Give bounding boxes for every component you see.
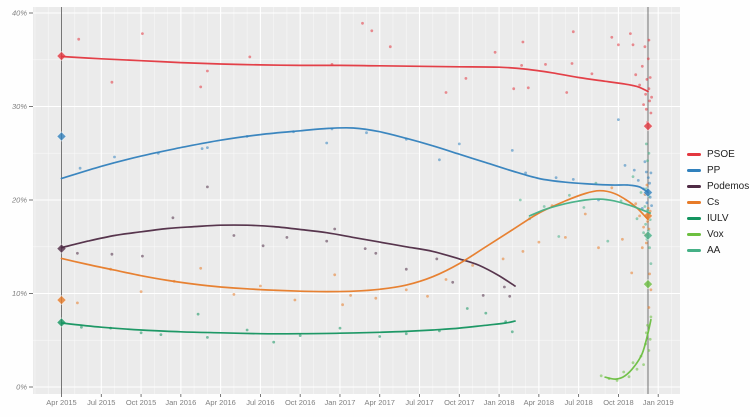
svg-text:20%: 20% bbox=[11, 196, 27, 205]
legend-label-iulv: IULV bbox=[707, 213, 729, 224]
legend-item-psoe: PSOE bbox=[687, 149, 749, 160]
legend-color-swatch-vox bbox=[687, 233, 701, 236]
svg-text:30%: 30% bbox=[12, 102, 27, 111]
svg-text:Jan 2017: Jan 2017 bbox=[325, 398, 356, 407]
poll-points-vox bbox=[599, 315, 653, 382]
svg-text:10%: 10% bbox=[12, 289, 27, 298]
poll-points-psoe bbox=[77, 21, 653, 124]
legend-label-pp: PP bbox=[707, 165, 721, 176]
election-result-pp bbox=[56, 131, 67, 142]
axis-labels: Apr 2015 Jul 2015 Oct 2015 Jan 2016 Apr 2016… bbox=[11, 9, 674, 407]
svg-text:Jan 2018: Jan 2018 bbox=[484, 398, 515, 407]
legend-label-psoe: PSOE bbox=[707, 149, 735, 160]
legend-item-podemos: Podemos bbox=[687, 181, 749, 192]
svg-text:Apr 2015: Apr 2015 bbox=[46, 398, 76, 407]
legend-color-swatch-podemos bbox=[687, 185, 701, 188]
svg-text:Jul 2018: Jul 2018 bbox=[564, 398, 592, 407]
svg-text:Jul 2015: Jul 2015 bbox=[87, 398, 115, 407]
trend-line-vox bbox=[604, 318, 652, 380]
svg-text:Jan 2019: Jan 2019 bbox=[643, 398, 674, 407]
poll-points-podemos bbox=[76, 185, 512, 298]
election-result-vox bbox=[642, 278, 654, 290]
trend-line-cs bbox=[60, 189, 649, 293]
legend-item-aa: AA bbox=[687, 245, 749, 256]
legend-color-swatch-cs bbox=[687, 201, 701, 204]
chart-legend: PSOE PP Podemos Cs IULV Vox AA bbox=[687, 149, 749, 256]
legend-label-vox: Vox bbox=[707, 229, 724, 240]
svg-text:40%: 40% bbox=[12, 9, 27, 18]
svg-text:Oct 2018: Oct 2018 bbox=[603, 398, 633, 407]
svg-text:Oct 2015: Oct 2015 bbox=[126, 398, 156, 407]
gridlines bbox=[33, 7, 680, 394]
trend-line-aa bbox=[528, 198, 652, 217]
election-result-aa bbox=[642, 230, 654, 241]
svg-text:Apr 2018: Apr 2018 bbox=[524, 398, 554, 407]
legend-label-podemos: Podemos bbox=[707, 181, 750, 192]
trend-line-podemos bbox=[60, 224, 516, 287]
legend-item-cs: Cs bbox=[687, 197, 749, 208]
legend-item-pp: PP bbox=[687, 165, 749, 176]
election-result-cs bbox=[56, 294, 67, 306]
legend-color-swatch-pp bbox=[687, 169, 701, 172]
legend-label-aa: AA bbox=[707, 245, 721, 256]
svg-text:Oct 2017: Oct 2017 bbox=[444, 398, 474, 407]
svg-text:Jan 2016: Jan 2016 bbox=[165, 398, 196, 407]
legend-item-vox: Vox bbox=[687, 229, 749, 240]
legend-color-swatch-aa bbox=[687, 249, 701, 252]
svg-text:0%: 0% bbox=[16, 383, 27, 392]
trend-line-pp bbox=[60, 126, 649, 194]
svg-text:Apr 2017: Apr 2017 bbox=[365, 398, 395, 407]
legend-label-cs: Cs bbox=[707, 197, 720, 208]
election-result-psoe bbox=[642, 120, 654, 132]
legend-item-iulv: IULV bbox=[687, 213, 749, 224]
legend-color-swatch-iulv bbox=[687, 217, 701, 220]
legend-color-swatch-psoe bbox=[687, 153, 701, 156]
trend-line-psoe bbox=[60, 55, 649, 93]
svg-text:Jul 2017: Jul 2017 bbox=[405, 398, 433, 407]
svg-text:Jul 2016: Jul 2016 bbox=[246, 398, 274, 407]
trend-line-iulv bbox=[60, 320, 516, 335]
svg-text:Oct 2016: Oct 2016 bbox=[285, 398, 315, 407]
svg-text:Apr 2016: Apr 2016 bbox=[205, 398, 235, 407]
